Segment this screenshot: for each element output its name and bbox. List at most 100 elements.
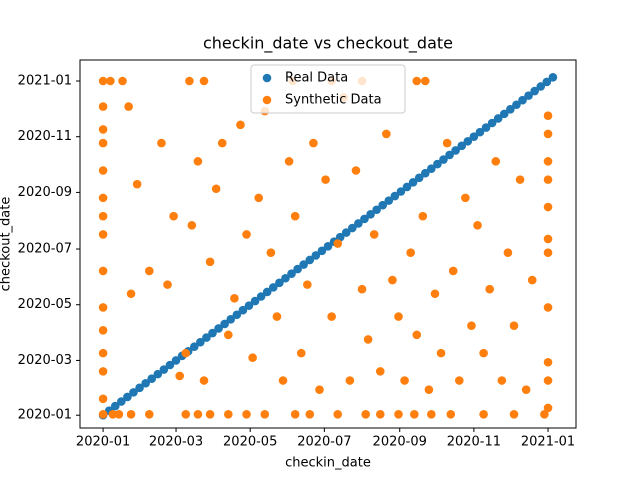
- point: [518, 95, 527, 105]
- point: [98, 166, 108, 175]
- point: [543, 303, 553, 312]
- point: [408, 178, 418, 187]
- point: [199, 76, 209, 86]
- x-tick-label: 2021-01: [521, 435, 575, 450]
- point: [481, 123, 491, 132]
- point: [521, 385, 531, 394]
- point: [436, 348, 446, 358]
- y-axis-label: checkout_date: [0, 197, 14, 292]
- y-tick-label: 2020-01: [18, 408, 72, 423]
- point: [224, 410, 233, 419]
- point: [448, 266, 458, 276]
- y-tick-label: 2020-11: [18, 129, 72, 144]
- point: [394, 410, 403, 419]
- point: [390, 191, 400, 201]
- point: [250, 296, 260, 306]
- point: [543, 357, 553, 367]
- point: [430, 289, 440, 299]
- point: [396, 187, 406, 196]
- point: [375, 410, 385, 419]
- point: [345, 376, 355, 385]
- point: [193, 410, 203, 419]
- point: [305, 255, 315, 265]
- point: [208, 328, 217, 338]
- point: [181, 348, 191, 358]
- point: [414, 173, 424, 183]
- point: [427, 410, 436, 419]
- point: [369, 230, 379, 239]
- point: [372, 205, 381, 215]
- x-tick-label: 2020-07: [297, 435, 351, 450]
- point: [98, 303, 108, 312]
- point: [254, 193, 264, 203]
- legend-box: [250, 64, 406, 114]
- point: [493, 114, 503, 123]
- point: [410, 410, 419, 419]
- point: [303, 280, 312, 289]
- point: [543, 376, 553, 385]
- point: [548, 73, 558, 82]
- point: [226, 315, 236, 324]
- point: [503, 248, 513, 257]
- point: [469, 132, 479, 142]
- point: [157, 138, 166, 148]
- point: [293, 264, 302, 274]
- point: [98, 193, 108, 203]
- x-tick-label: 2020-11: [447, 435, 501, 450]
- point: [124, 102, 133, 111]
- point: [427, 164, 436, 173]
- point: [220, 319, 229, 329]
- point: [473, 220, 482, 230]
- point: [171, 356, 181, 365]
- point: [284, 157, 294, 166]
- point: [260, 410, 270, 419]
- point: [193, 157, 203, 166]
- point: [256, 292, 266, 301]
- point: [123, 392, 132, 402]
- point: [543, 248, 553, 257]
- legend-marker: [262, 95, 272, 105]
- point: [278, 376, 288, 385]
- point: [110, 401, 120, 411]
- point: [382, 129, 391, 139]
- point: [275, 278, 284, 288]
- point: [299, 260, 308, 269]
- point: [224, 330, 233, 340]
- point: [487, 118, 497, 128]
- point: [98, 367, 108, 376]
- point: [543, 234, 553, 244]
- y-tick-label: 2020-07: [18, 242, 72, 257]
- point: [491, 157, 501, 166]
- legend-label: Synthetic Data: [285, 93, 382, 108]
- point: [506, 105, 515, 114]
- point: [479, 348, 488, 358]
- point: [361, 410, 370, 419]
- point: [475, 127, 485, 137]
- point: [323, 241, 333, 251]
- y-tick-label: 2021-01: [18, 74, 72, 89]
- point: [327, 312, 336, 321]
- point: [454, 376, 464, 385]
- point: [217, 138, 227, 148]
- point: [144, 266, 154, 276]
- point: [543, 129, 553, 139]
- point: [543, 175, 553, 184]
- point: [433, 159, 442, 169]
- point: [309, 138, 318, 148]
- point: [463, 136, 473, 146]
- point: [543, 157, 553, 166]
- point: [165, 360, 175, 370]
- point: [98, 138, 108, 148]
- point: [499, 109, 509, 119]
- point: [375, 367, 385, 376]
- point: [317, 246, 327, 256]
- point: [321, 175, 330, 184]
- point: [536, 82, 546, 91]
- point: [236, 120, 245, 130]
- point: [530, 86, 539, 96]
- point: [242, 410, 251, 419]
- point: [262, 287, 272, 297]
- point: [388, 275, 397, 285]
- plot-frame: [79, 59, 577, 429]
- point: [524, 91, 533, 100]
